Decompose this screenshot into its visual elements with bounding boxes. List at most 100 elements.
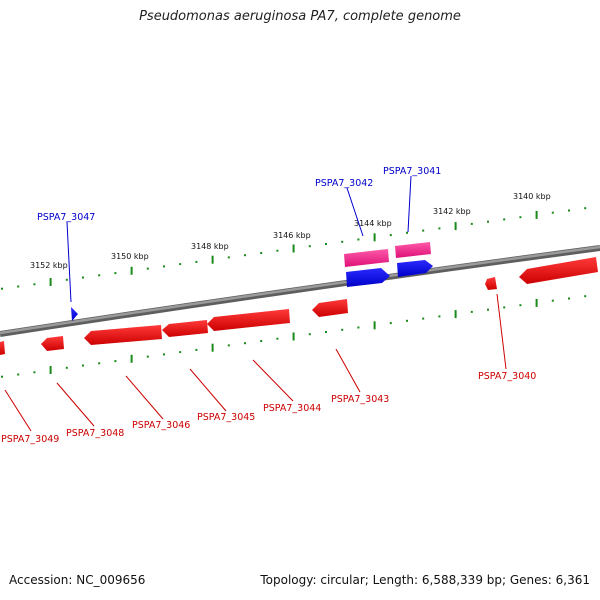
minor-tick	[551, 211, 554, 214]
major-tick	[211, 255, 214, 264]
forward-genes	[71, 260, 433, 321]
minor-tick	[17, 285, 20, 288]
gene-label-PSPA7_3049[interactable]: PSPA7_3049	[1, 434, 59, 445]
genome-backbone-highlight	[0, 245, 600, 335]
gene-label-PSPA7_3043[interactable]: PSPA7_3043	[331, 394, 389, 405]
major-tick	[535, 210, 538, 219]
major-tick	[130, 266, 133, 275]
minor-tick	[308, 245, 311, 248]
minor-tick	[357, 326, 360, 329]
gene-label-PSPA7_3041[interactable]: PSPA7_3041	[383, 166, 441, 177]
rna-feature[interactable]	[344, 249, 389, 267]
minor-tick	[227, 256, 230, 259]
inner-scale-ticks	[1, 295, 587, 378]
minor-tick	[422, 229, 425, 232]
major-tick	[373, 321, 376, 330]
minor-tick	[65, 366, 68, 369]
minor-tick	[195, 348, 198, 351]
minor-tick	[114, 272, 117, 275]
minor-tick	[276, 249, 279, 252]
major-tick	[49, 366, 52, 374]
minor-tick	[17, 373, 20, 376]
scale-label: 3146 kbp	[273, 231, 311, 240]
minor-tick	[341, 240, 344, 243]
rna-features	[344, 242, 431, 267]
gene-label-PSPA7_3042[interactable]: PSPA7_3042	[315, 178, 373, 189]
gene-PSPA7_3045[interactable]	[162, 320, 208, 337]
scale-label: 3144 kbp	[354, 219, 392, 228]
minor-tick	[389, 234, 392, 237]
scale-label: 3142 kbp	[433, 207, 471, 216]
major-tick	[211, 343, 214, 352]
major-tick	[535, 298, 538, 307]
minor-tick	[519, 216, 522, 219]
scale-label: 3150 kbp	[111, 252, 149, 261]
gene-PSPA7_3047[interactable]	[71, 307, 78, 321]
minor-tick	[341, 328, 344, 331]
gene-label-PSPA7_3040[interactable]: PSPA7_3040	[478, 371, 536, 382]
minor-tick	[179, 351, 182, 354]
minor-tick	[33, 283, 36, 286]
genome-backbone	[0, 245, 600, 337]
rna-feature[interactable]	[395, 242, 431, 258]
minor-tick	[551, 299, 554, 302]
gene-label-PSPA7_3047[interactable]: PSPA7_3047	[37, 212, 95, 223]
minor-tick	[163, 353, 165, 356]
minor-tick	[82, 364, 84, 367]
minor-tick	[146, 267, 149, 270]
minor-tick	[146, 355, 149, 358]
scale-label: 3140 kbp	[513, 192, 551, 201]
minor-tick	[82, 276, 84, 279]
minor-tick	[438, 315, 441, 318]
minor-tick	[487, 220, 489, 223]
gene-label-PSPA7_3044[interactable]: PSPA7_3044	[263, 403, 321, 414]
minor-tick	[1, 375, 3, 378]
minor-tick	[357, 238, 360, 241]
gene-label-PSPA7_3046[interactable]: PSPA7_3046	[132, 420, 190, 431]
minor-tick	[487, 308, 489, 311]
leader-lines	[4, 175, 507, 432]
gene-PSPA7_3048[interactable]	[41, 336, 64, 351]
major-tick	[454, 310, 457, 319]
minor-tick	[33, 371, 36, 374]
gene-PSPA7_3040[interactable]	[519, 257, 598, 284]
minor-tick	[244, 254, 246, 257]
map-title: Pseudomonas aeruginosa PA7, complete gen…	[139, 9, 461, 24]
minor-tick	[98, 274, 101, 277]
minor-tick	[568, 209, 570, 212]
gene-PSPA7_3044[interactable]	[207, 309, 290, 331]
minor-tick	[308, 333, 311, 336]
minor-tick	[195, 260, 198, 263]
scale-label: 3152 kbp	[30, 261, 68, 270]
gene-PSPA7_3040-fragment[interactable]	[485, 277, 497, 290]
minor-tick	[470, 310, 473, 313]
minor-tick	[1, 287, 3, 290]
major-tick	[454, 222, 457, 231]
minor-tick	[568, 297, 570, 300]
genome-summary-text: Topology: circular; Length: 6,588,339 bp…	[260, 573, 590, 587]
minor-tick	[98, 362, 101, 365]
minor-tick	[422, 317, 425, 320]
scale-label: 3148 kbp	[191, 242, 229, 251]
gene-PSPA7_3042[interactable]	[346, 268, 390, 287]
minor-tick	[584, 207, 587, 210]
gene-PSPA7_3046[interactable]	[84, 325, 162, 345]
gene-label-PSPA7_3048[interactable]: PSPA7_3048	[66, 428, 124, 439]
minor-tick	[503, 218, 506, 221]
major-tick	[373, 233, 376, 242]
outer-scale-ticks	[1, 207, 587, 290]
minor-tick	[260, 340, 263, 342]
minor-tick	[325, 331, 327, 333]
minor-tick	[438, 227, 441, 230]
gene-label-PSPA7_3045[interactable]: PSPA7_3045	[197, 412, 255, 423]
minor-tick	[519, 304, 522, 307]
gene-PSPA7_3043[interactable]	[312, 299, 348, 317]
minor-tick	[260, 252, 263, 254]
gene-PSPA7_3049[interactable]	[0, 341, 5, 355]
gene-PSPA7_3041[interactable]	[397, 260, 433, 277]
minor-tick	[406, 319, 408, 322]
major-tick	[292, 332, 295, 341]
minor-tick	[244, 342, 246, 345]
minor-tick	[163, 265, 165, 268]
